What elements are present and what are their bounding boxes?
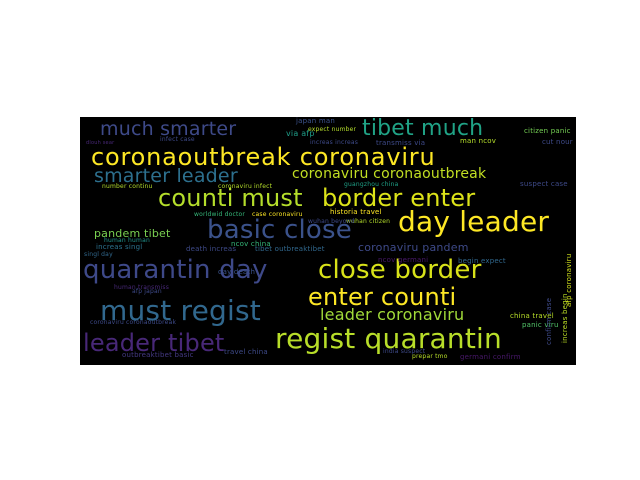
cloud-word: coronaviru coronaoutbreak: [90, 319, 177, 326]
cloud-word: india suspect: [383, 348, 426, 355]
cloud-word: smarter leader: [94, 165, 238, 187]
cloud-word: outbreaktibet basic: [122, 351, 194, 359]
cloud-word: tibet outbreaktibet: [255, 245, 325, 253]
cloud-word: historia travel: [330, 208, 382, 216]
cloud-word: basic close: [207, 215, 352, 245]
cloud-word: coronaviru coronaoutbreak: [292, 166, 487, 182]
cloud-word: prepar tmo: [412, 353, 448, 360]
cloud-word: confirm case: [545, 297, 553, 345]
cloud-word: counti must: [158, 184, 303, 212]
cloud-word: dlouh sear: [86, 140, 115, 146]
cloud-word: increas singl: [96, 243, 143, 251]
cloud-word: panic viru: [522, 321, 559, 329]
cloud-word: guangzhou china: [344, 181, 399, 188]
cloud-word: singl day: [84, 251, 113, 258]
cloud-word: death increas: [186, 245, 237, 253]
cloud-word: wuhan citizen: [346, 218, 391, 225]
cloud-word: citizen panic: [524, 127, 571, 135]
cloud-word: leader coronaviru: [320, 305, 465, 324]
cloud-word: coronaviru infect: [218, 183, 273, 190]
cloud-word: quarantin day: [83, 255, 268, 285]
cloud-word: worldwid doctor: [194, 211, 246, 218]
cloud-word: much smarter: [100, 118, 237, 140]
word-cloud: coronaoutbreak coronaviru counti must bo…: [80, 117, 576, 365]
cloud-word: must regist: [100, 294, 261, 327]
cloud-word: increas increas: [310, 139, 359, 146]
cloud-word: cut nour: [542, 138, 573, 146]
cloud-word: border enter: [322, 184, 476, 212]
cloud-word: ncov germani: [378, 256, 429, 264]
cloud-word: coronaoutbreak coronaviru: [91, 143, 436, 171]
cloud-word: tibet much: [362, 117, 484, 141]
cloud-word: leader tibet: [83, 329, 225, 357]
cloud-word: travel china: [224, 348, 268, 356]
cloud-word: germani confirm: [460, 353, 521, 361]
cloud-word: coronaviru pandem: [358, 241, 469, 254]
cloud-word: ncov china: [231, 240, 271, 248]
cloud-word: infect case: [160, 136, 195, 143]
cloud-word: transmiss via: [376, 139, 426, 147]
cloud-word: expect number: [308, 126, 357, 133]
cloud-word: afp japan: [132, 288, 162, 295]
cloud-word: man ncov: [460, 137, 497, 145]
cloud-word: enter counti: [308, 283, 457, 311]
cloud-word: human transmiss: [114, 284, 170, 291]
cloud-word: afp coronaviru: [565, 253, 573, 308]
cloud-word: japan man: [296, 117, 335, 125]
cloud-word: wuhan beyond: [308, 218, 355, 225]
cloud-word: number continu: [102, 183, 153, 190]
cloud-word: begin expect: [458, 257, 506, 265]
cloud-word: pandem tibet: [94, 227, 171, 240]
cloud-word: day leader: [398, 205, 550, 238]
cloud-word: close border: [318, 255, 482, 285]
cloud-word: day death: [218, 268, 256, 276]
cloud-word: china travel: [510, 312, 554, 320]
cloud-word: suspect case: [520, 180, 568, 188]
cloud-word: case coronaviru: [252, 211, 303, 218]
cloud-word: human human: [104, 237, 150, 244]
cloud-word: regist quarantin: [275, 322, 502, 355]
cloud-word: via afp: [286, 129, 315, 138]
